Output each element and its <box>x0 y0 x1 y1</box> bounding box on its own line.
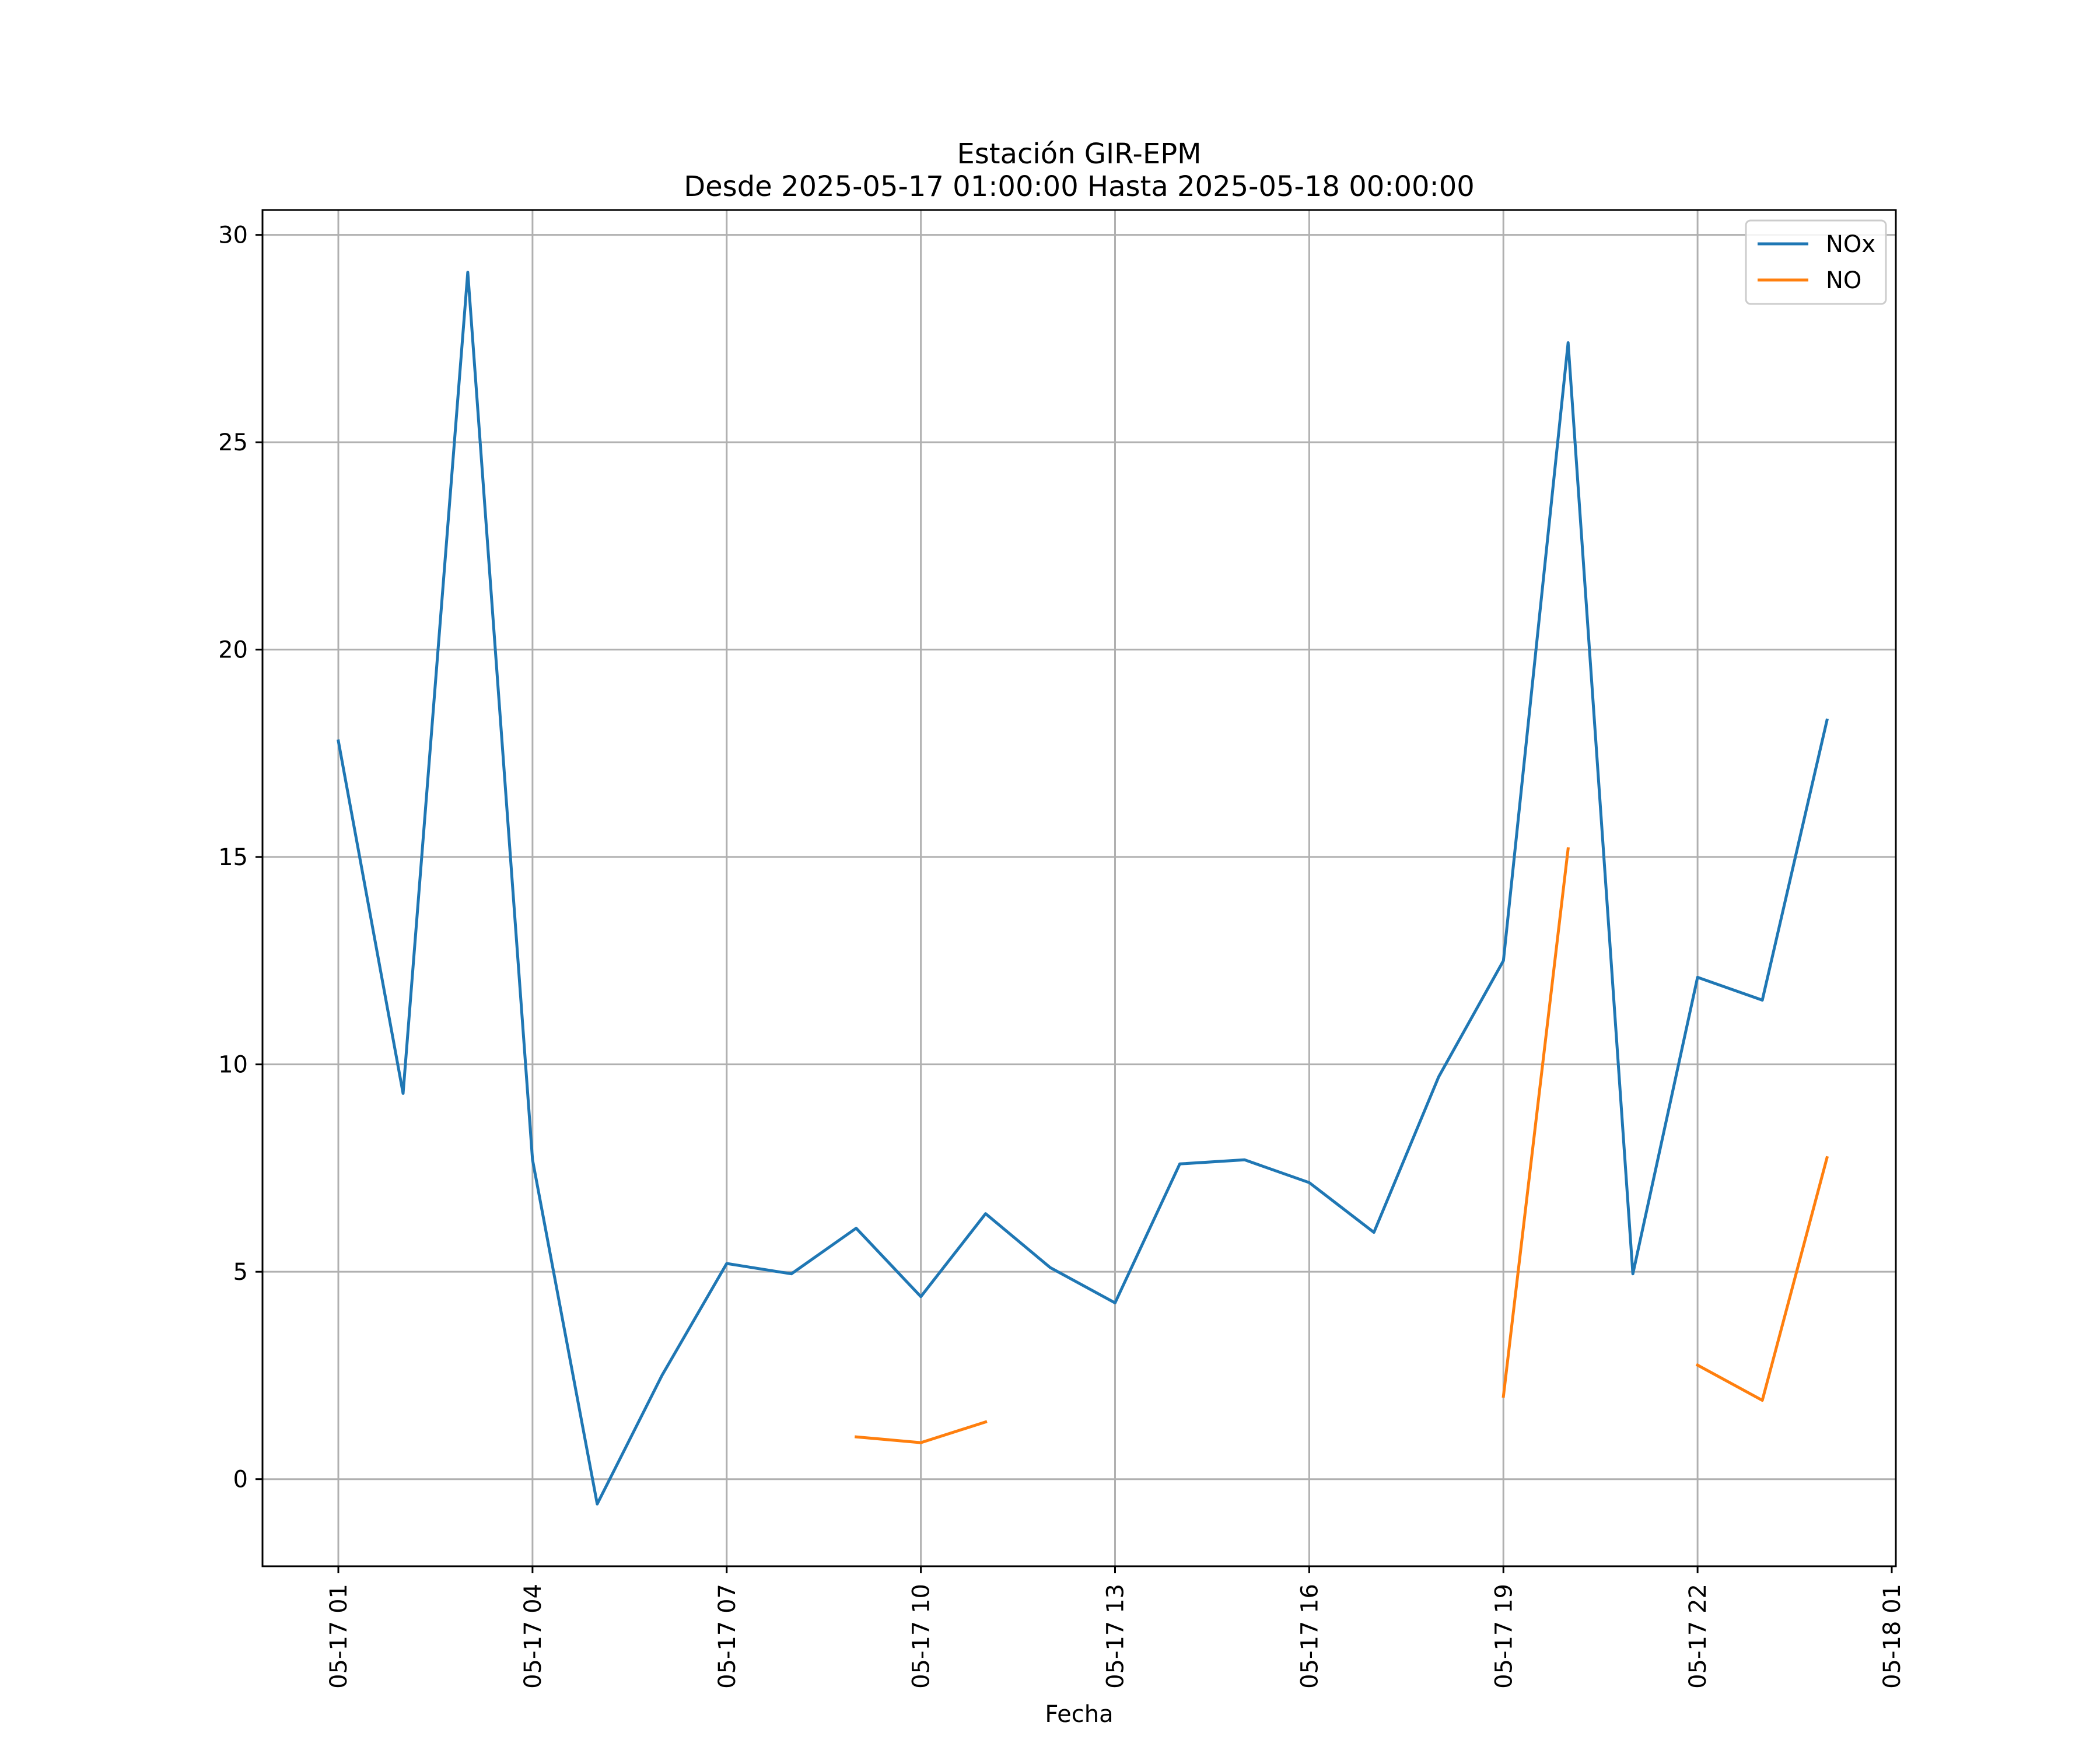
y-tick-label: 10 <box>218 1052 248 1079</box>
y-tick-label: 20 <box>218 637 248 664</box>
chart-subtitle: Desde 2025-05-17 01:00:00 Hasta 2025-05-… <box>684 170 1475 203</box>
legend: NOx NO <box>1745 219 1887 305</box>
x-tick-label: 05-17 10 <box>908 1584 935 1689</box>
legend-label-nox: NOx <box>1826 231 1875 258</box>
x-tick-label: 05-18 01 <box>1879 1584 1906 1689</box>
y-tick-label: 30 <box>218 222 248 249</box>
series-line-no <box>1695 1156 1829 1402</box>
chart-title: Estación GIR-EPM <box>957 138 1201 170</box>
plot-frame <box>261 209 1897 1567</box>
x-tick-label: 05-17 22 <box>1685 1584 1712 1689</box>
y-tick-label: 5 <box>233 1259 248 1286</box>
axis-ticks: 0 5 10 15 20 25 30 05-17 01 05-17 04 05-17 07 05-1… <box>218 222 1906 1689</box>
series-lines <box>337 271 1829 1506</box>
legend-box <box>1745 219 1887 305</box>
x-tick-label: 05-17 16 <box>1296 1584 1323 1689</box>
grid <box>262 210 1896 1566</box>
x-axis-label: Fecha <box>1045 1701 1113 1728</box>
series-line-no <box>1502 847 1570 1398</box>
x-tick-label: 05-17 01 <box>326 1584 352 1689</box>
y-tick-label: 25 <box>218 429 248 456</box>
x-tick-label: 05-17 04 <box>520 1584 547 1689</box>
x-tick-label: 05-17 19 <box>1490 1584 1517 1689</box>
series-line-no <box>854 1420 988 1444</box>
x-tick-label: 05-17 13 <box>1102 1584 1129 1689</box>
y-tick-label: 0 <box>233 1466 248 1493</box>
y-tick-label: 15 <box>218 844 248 871</box>
x-tick-label: 05-17 07 <box>714 1584 741 1689</box>
legend-label-no: NO <box>1826 267 1861 294</box>
series-line-nox <box>337 271 1829 1506</box>
